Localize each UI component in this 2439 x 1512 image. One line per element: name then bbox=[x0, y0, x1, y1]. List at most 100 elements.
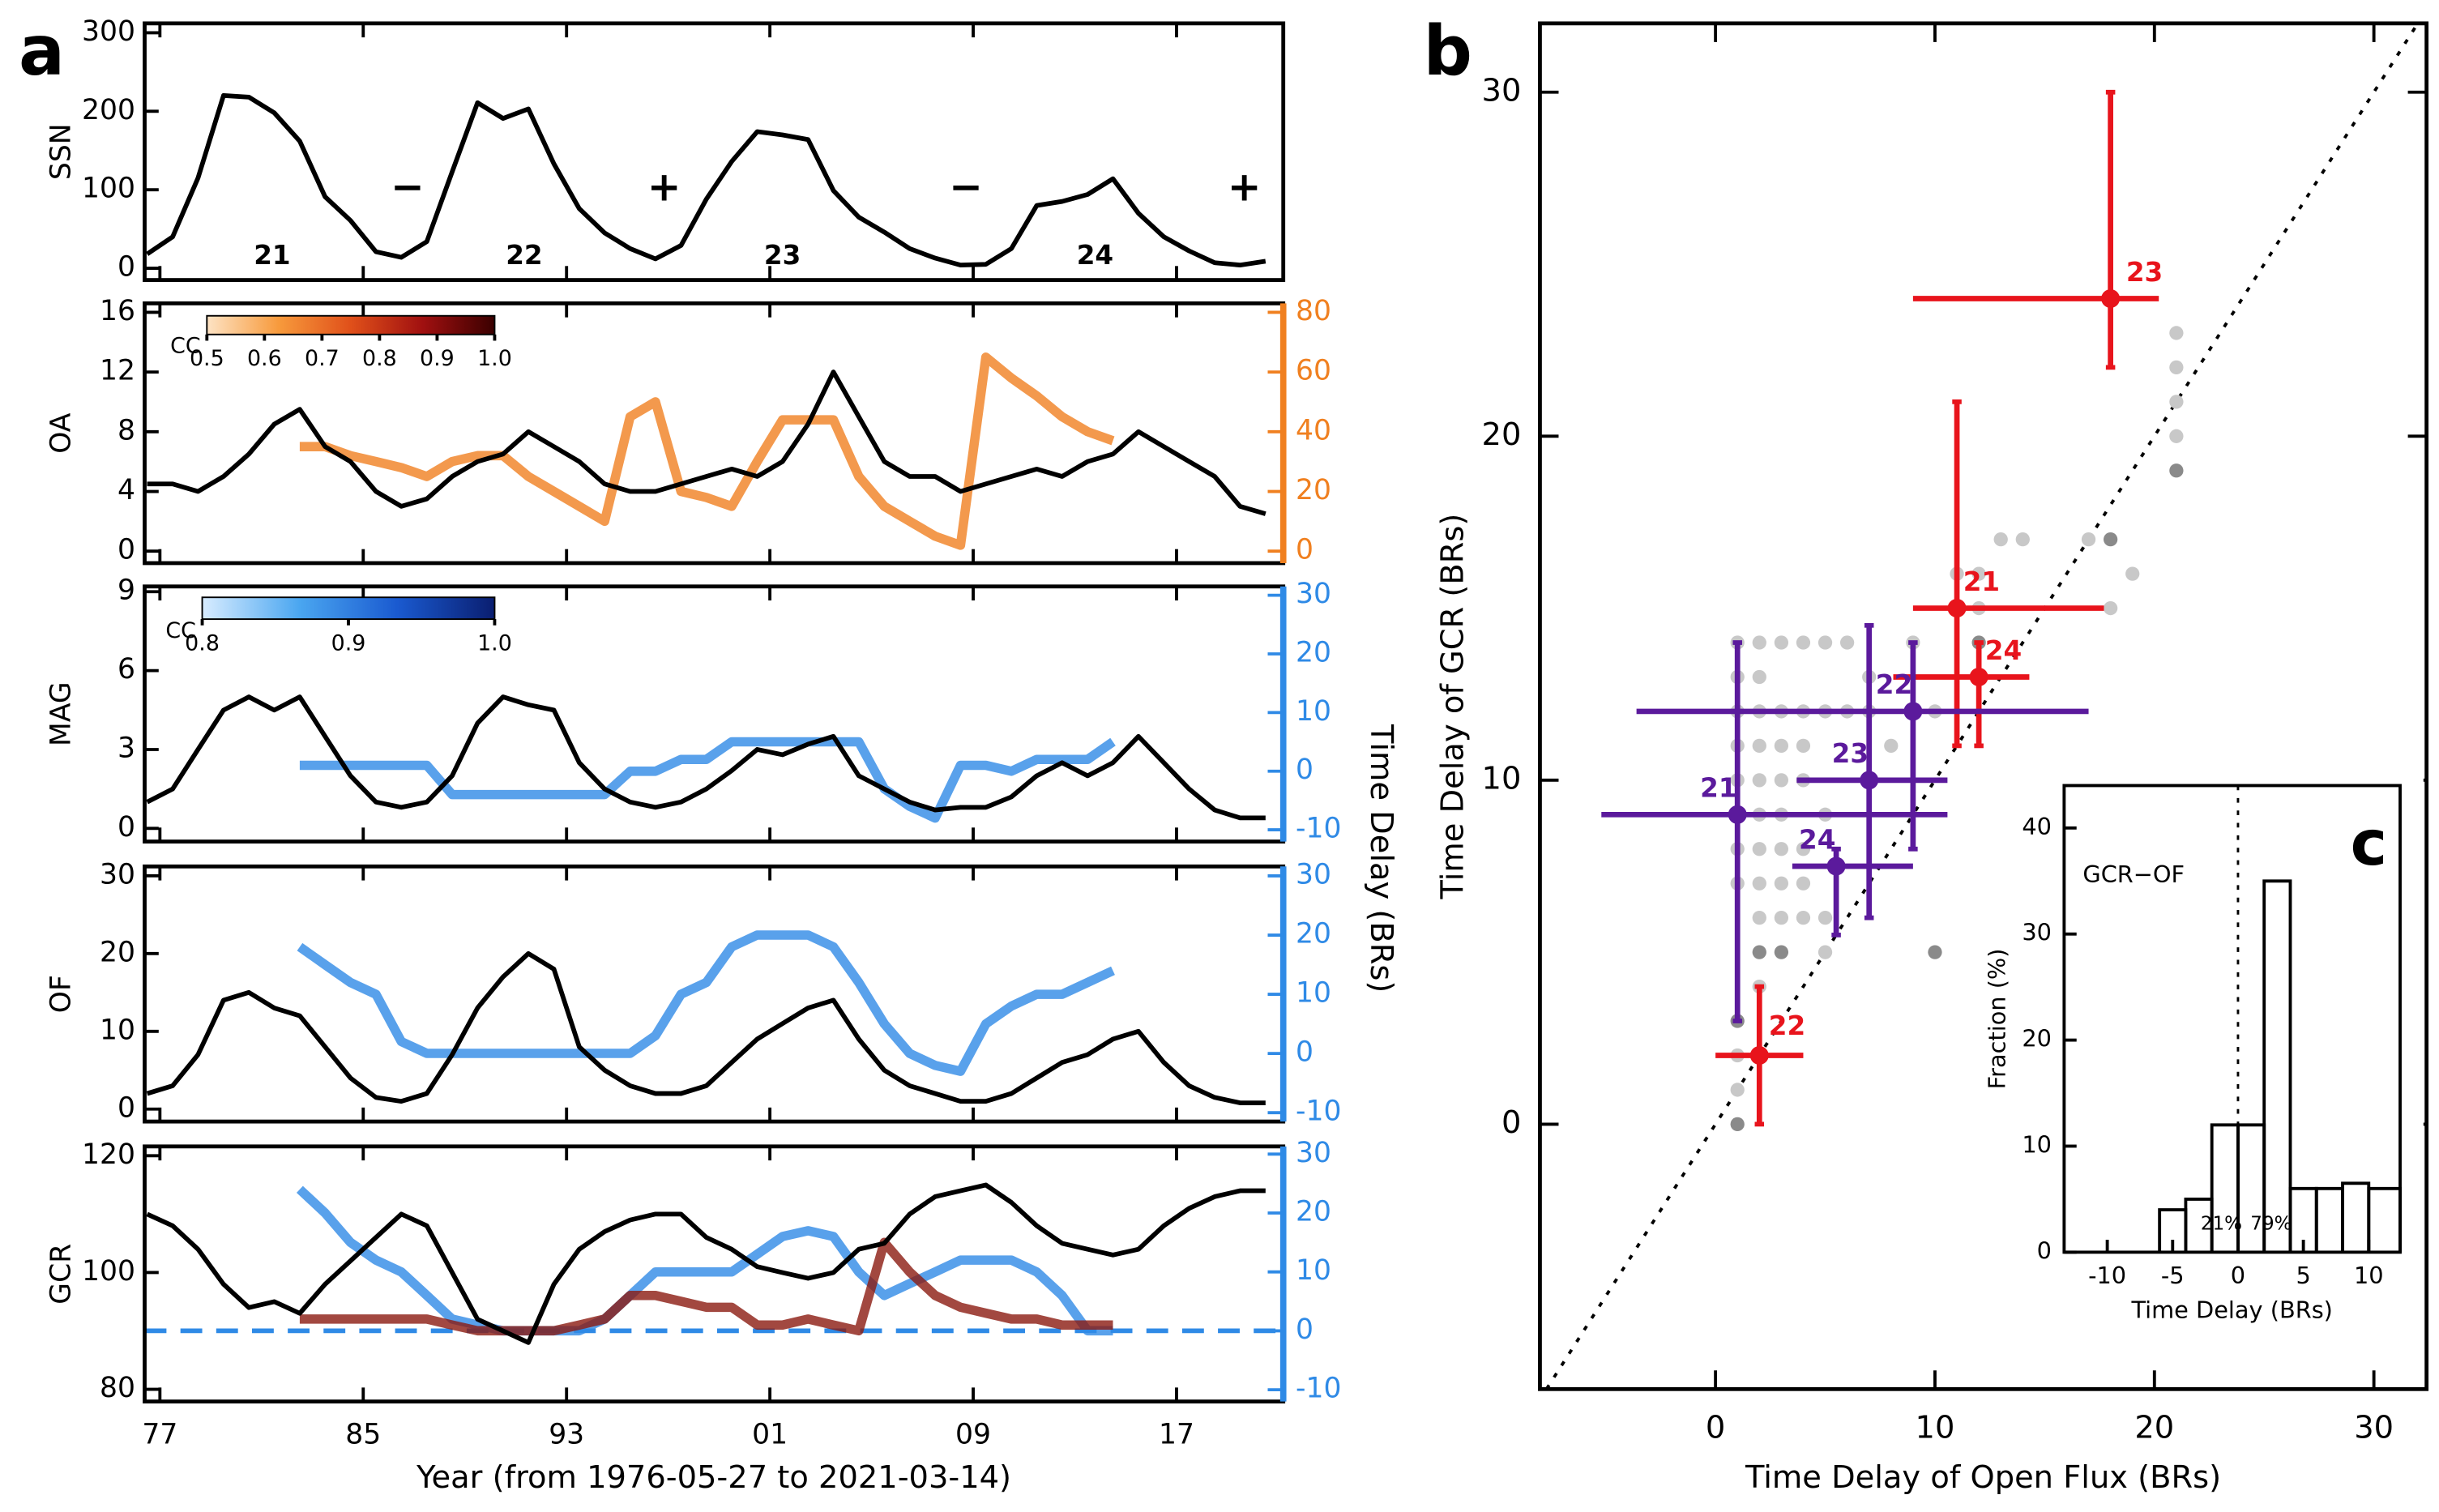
x-tick-label: 10 bbox=[1916, 1410, 1955, 1446]
scatter-point bbox=[1796, 635, 1811, 650]
scatter-point bbox=[1796, 738, 1811, 754]
annotation: + bbox=[647, 164, 681, 211]
y-tick-label: 30 bbox=[2022, 919, 2052, 946]
scatter-point bbox=[1752, 635, 1766, 650]
y2-tick-label: -10 bbox=[1296, 813, 1341, 845]
y-axis-label: OA bbox=[45, 412, 77, 454]
error-point bbox=[1947, 599, 1967, 618]
x-tick-label: 85 bbox=[345, 1418, 381, 1450]
colorbar-tick-label: 1.0 bbox=[477, 630, 512, 656]
data-line bbox=[146, 694, 1266, 821]
scatter-point bbox=[2169, 395, 2184, 409]
scatter-point bbox=[1818, 911, 1833, 925]
y-tick-label: 120 bbox=[82, 1138, 135, 1171]
y2-tick-label: 10 bbox=[1296, 977, 1331, 1010]
colorbar bbox=[206, 314, 496, 335]
panel-label: b bbox=[1423, 11, 1472, 91]
scatter-point bbox=[2169, 463, 2184, 478]
y2-tick-label: 60 bbox=[1296, 355, 1331, 387]
x-tick-label: -10 bbox=[2088, 1262, 2126, 1289]
scatter-point bbox=[1928, 945, 1942, 959]
panel-label: a bbox=[19, 11, 65, 91]
data-line bbox=[146, 1182, 1266, 1345]
y-tick-label: 0 bbox=[117, 1091, 135, 1124]
scatter-point bbox=[2015, 532, 2030, 547]
annotation: 23 bbox=[764, 240, 801, 271]
y2-tick-label: -10 bbox=[1296, 1373, 1341, 1405]
scatter-point bbox=[1884, 738, 1899, 754]
axis-frame bbox=[143, 864, 1286, 1124]
delay-line bbox=[297, 930, 1115, 1076]
y-tick-label: 0 bbox=[1501, 1104, 1521, 1141]
scatter-point bbox=[1752, 911, 1766, 925]
colorbar-tick-label: 1.0 bbox=[477, 346, 512, 371]
axis-frame bbox=[1538, 21, 2429, 1391]
scatter-point bbox=[1796, 911, 1811, 925]
y-tick-label: 0 bbox=[2037, 1237, 2052, 1264]
y-axis-label: MAG bbox=[45, 681, 77, 746]
y-tick-label: 6 bbox=[117, 653, 135, 686]
scatter-point bbox=[1774, 911, 1789, 925]
colorbar-tick-label: 0.5 bbox=[190, 346, 224, 371]
scatter-point bbox=[1752, 945, 1766, 959]
axis-frame bbox=[143, 21, 1286, 282]
x-axis-label: Time Delay (BRs) bbox=[2130, 1296, 2332, 1323]
scatter-point bbox=[1796, 876, 1811, 891]
y-tick-label: 100 bbox=[82, 1255, 135, 1288]
y2-tick-label: 20 bbox=[1296, 1195, 1331, 1228]
error-point-label: 21 bbox=[1963, 566, 2000, 597]
annotation: 79% bbox=[2250, 1213, 2292, 1234]
y-tick-label: 30 bbox=[100, 858, 135, 891]
y2-tick-label: 80 bbox=[1296, 295, 1331, 327]
y-tick-label: 80 bbox=[100, 1372, 135, 1404]
y-tick-label: 10 bbox=[100, 1014, 135, 1046]
y-axis-label: Fraction (%) bbox=[1984, 948, 2011, 1089]
y-tick-label: 0 bbox=[117, 251, 135, 284]
annotation: + bbox=[1228, 164, 1262, 211]
annotation: 22 bbox=[506, 240, 542, 271]
y2-tick-label: 30 bbox=[1296, 1137, 1331, 1169]
error-point bbox=[1826, 856, 1846, 876]
y-tick-label: 3 bbox=[117, 732, 135, 764]
scatter-point bbox=[2169, 429, 2184, 443]
panel-label: c bbox=[2351, 808, 2388, 880]
scatter-point bbox=[1752, 738, 1766, 754]
scatter-point bbox=[1993, 532, 2008, 547]
colorbar-tick-label: 0.8 bbox=[185, 630, 220, 656]
y2-tick-label: -10 bbox=[1296, 1096, 1341, 1128]
scatter-point bbox=[1752, 773, 1766, 788]
annotation: 24 bbox=[1077, 240, 1113, 271]
scatter-point bbox=[1752, 669, 1766, 685]
annotation: 21 bbox=[254, 240, 290, 271]
y-tick-label: 12 bbox=[100, 355, 135, 387]
delay-line bbox=[296, 1185, 1113, 1336]
colorbar-label: CC bbox=[165, 618, 196, 643]
y-tick-label: 4 bbox=[117, 474, 135, 506]
scatter-point bbox=[1774, 945, 1789, 959]
y-axis-label: GCR bbox=[45, 1244, 77, 1305]
scatter-point bbox=[2169, 326, 2184, 340]
data-line bbox=[147, 369, 1266, 516]
x-tick-label: 5 bbox=[2296, 1262, 2310, 1289]
scatter-point bbox=[1818, 945, 1833, 959]
y-tick-label: 200 bbox=[82, 94, 135, 126]
error-point bbox=[2101, 288, 2121, 309]
y-tick-label: 16 bbox=[100, 295, 135, 327]
y2-tick-label: 20 bbox=[1296, 636, 1331, 668]
x-axis-label: Year (from 1976-05-27 to 2021-03-14) bbox=[416, 1459, 1011, 1496]
y2-tick-label: 0 bbox=[1296, 754, 1313, 786]
colorbar-tick-label: 0.8 bbox=[362, 346, 397, 371]
scatter-point bbox=[1796, 842, 1811, 856]
error-point bbox=[1728, 805, 1747, 824]
y-tick-label: 20 bbox=[100, 936, 135, 968]
scatter-point bbox=[1774, 876, 1789, 891]
histogram-bar bbox=[2262, 879, 2292, 1253]
error-point-label: 23 bbox=[2126, 257, 2163, 288]
delay-line bbox=[299, 1237, 1113, 1336]
y-tick-label: 9 bbox=[117, 574, 135, 607]
one-to-one-line bbox=[1544, 22, 2420, 1390]
y-tick-label: 0 bbox=[117, 534, 135, 566]
y2-tick-label: 30 bbox=[1296, 578, 1331, 610]
scatter-point bbox=[2125, 566, 2140, 581]
data-line bbox=[145, 93, 1266, 268]
